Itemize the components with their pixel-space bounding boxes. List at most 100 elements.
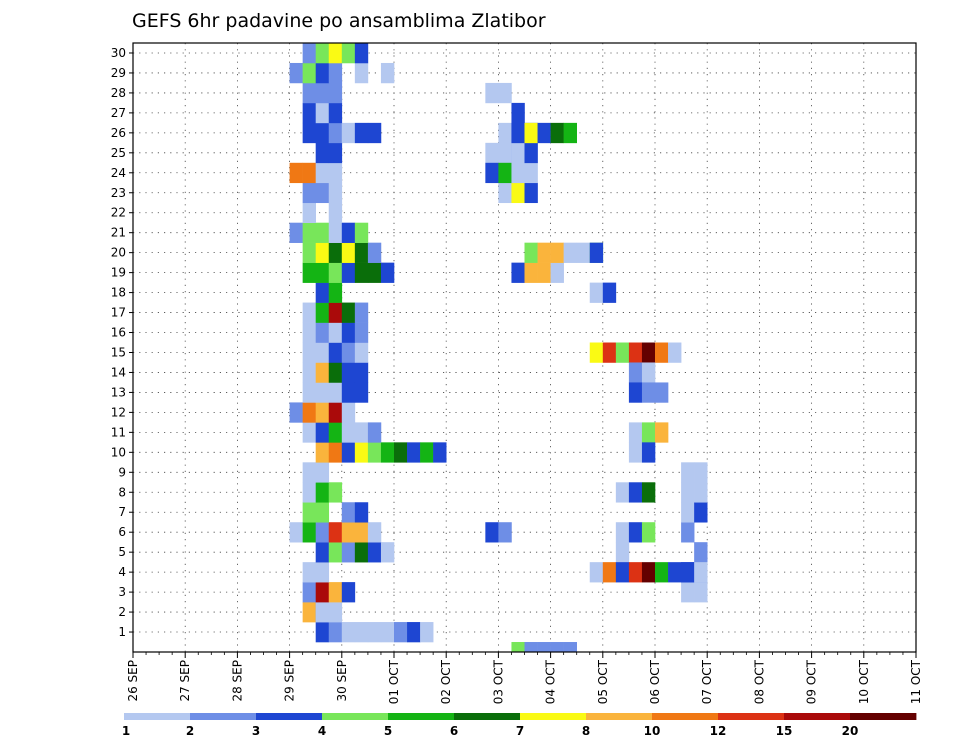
heatmap-cell <box>655 422 669 443</box>
heatmap-cell <box>315 382 330 403</box>
heatmap-cell <box>511 122 525 144</box>
heatmap-cell <box>315 82 330 104</box>
heatmap-cell <box>641 482 656 503</box>
heatmap-cell <box>354 362 369 383</box>
heatmap-cell <box>341 402 356 423</box>
heatmap-cell <box>328 442 343 463</box>
x-tick-label: 27 SEP <box>178 660 192 702</box>
colorbar-label: 12 <box>710 724 727 738</box>
y-tick-label: 24 <box>111 166 126 180</box>
heatmap-cell <box>341 542 356 563</box>
x-tick-label: 06 OCT <box>648 659 662 704</box>
heatmap-cell <box>380 622 395 643</box>
heatmap-cell <box>524 182 538 204</box>
y-tick-label: 2 <box>118 605 126 619</box>
heatmap-cell <box>302 602 316 623</box>
x-tick-label: 29 SEP <box>283 660 297 702</box>
colorbar-swatch <box>652 713 719 720</box>
heatmap-cell <box>315 162 330 184</box>
heatmap-cell <box>433 442 447 463</box>
heatmap-cell <box>354 222 369 243</box>
heatmap-cell <box>694 582 708 603</box>
y-tick-label: 16 <box>111 326 126 340</box>
heatmap-cell <box>302 482 316 503</box>
heatmap-cell <box>524 642 538 653</box>
heatmap-cell <box>694 562 708 583</box>
colorbar-label: 3 <box>252 724 260 738</box>
heatmap-cell <box>341 582 356 603</box>
heatmap-cell <box>615 542 630 563</box>
heatmap-cell <box>328 582 343 603</box>
colorbar-swatch <box>718 713 785 720</box>
heatmap-cell <box>628 442 643 463</box>
heatmap-cell <box>354 542 369 563</box>
heatmap-cell <box>511 262 525 283</box>
heatmap-cell <box>485 142 499 164</box>
x-tick-label: 11 OCT <box>909 659 923 704</box>
y-tick-label: 28 <box>111 86 126 100</box>
heatmap-cell <box>498 82 512 104</box>
heatmap-cells <box>289 43 708 653</box>
heatmap-cell <box>302 322 316 343</box>
heatmap-cell <box>537 262 551 283</box>
heatmap-cell <box>315 542 330 563</box>
y-tick-label: 1 <box>118 625 126 639</box>
y-tick-label: 29 <box>111 66 126 80</box>
y-tick-label: 21 <box>111 226 126 240</box>
heatmap-cell <box>498 522 512 543</box>
heatmap-cell <box>655 382 669 403</box>
colorbar-swatch <box>124 713 191 720</box>
colorbar-swatch <box>520 713 587 720</box>
heatmap-cell <box>681 502 695 523</box>
heatmap-cell <box>367 262 382 283</box>
heatmap-cell <box>354 382 369 403</box>
y-tick-label: 9 <box>118 465 126 479</box>
heatmap-cell <box>302 402 316 423</box>
heatmap-cell <box>302 222 316 243</box>
heatmap-cell <box>420 622 434 643</box>
heatmap-cell <box>315 43 330 64</box>
heatmap-cell <box>641 562 656 583</box>
heatmap-cell <box>315 622 330 643</box>
colorbar-label: 7 <box>516 724 524 738</box>
heatmap-cell <box>302 262 316 283</box>
heatmap-cell <box>537 122 551 144</box>
y-tick-label: 4 <box>118 565 126 579</box>
y-tick-label: 22 <box>111 206 126 220</box>
chart-title: GEFS 6hr padavine po ansamblima Zlatibor <box>132 10 546 32</box>
heatmap-cell <box>328 622 343 643</box>
heatmap-cell <box>485 82 499 104</box>
heatmap-cell <box>328 382 343 403</box>
y-tick-label: 3 <box>118 585 126 599</box>
heatmap-cell <box>328 542 343 563</box>
heatmap-cell <box>354 342 369 363</box>
heatmap-cell <box>315 582 330 603</box>
heatmap-cell <box>328 202 343 224</box>
heatmap-cell <box>315 342 330 363</box>
heatmap-cell <box>302 422 316 443</box>
heatmap-cell <box>380 262 395 283</box>
heatmap-cell <box>367 522 382 543</box>
heatmap-cell <box>302 342 316 363</box>
heatmap-cell <box>563 122 577 144</box>
heatmap-cell <box>341 362 356 383</box>
y-tick-label: 5 <box>118 545 126 559</box>
heatmap-cell <box>407 442 421 463</box>
heatmap-cell <box>511 642 525 653</box>
heatmap-cell <box>302 122 316 144</box>
heatmap-cell <box>328 102 343 124</box>
x-tick-label: 09 OCT <box>805 659 819 704</box>
heatmap-cell <box>641 442 656 463</box>
heatmap-cell <box>694 502 708 523</box>
heatmap-cell <box>380 442 395 463</box>
x-tick-label: 02 OCT <box>439 659 453 704</box>
y-tick-label: 26 <box>111 126 126 140</box>
heatmap-cell <box>681 562 695 583</box>
heatmap-cell <box>328 222 343 243</box>
heatmap-cell <box>328 242 343 263</box>
heatmap-cell <box>315 262 330 283</box>
y-tick-label: 13 <box>111 385 126 399</box>
heatmap-cell <box>550 642 564 653</box>
heatmap-cell <box>511 162 525 184</box>
